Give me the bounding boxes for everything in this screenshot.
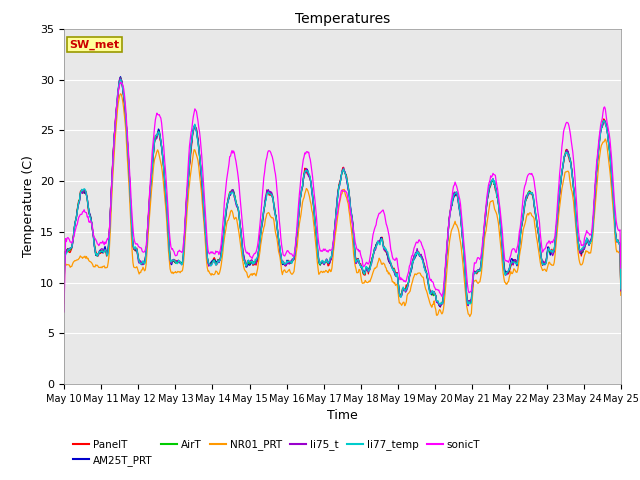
sonicT <box>411 243 419 249</box>
li75_t <box>428 288 435 294</box>
AM25T_PRT <box>214 257 222 263</box>
li75_t <box>185 172 193 178</box>
Line: AirT: AirT <box>64 78 621 306</box>
li77_temp <box>116 76 124 82</box>
AM25T_PRT <box>436 303 444 309</box>
Line: AM25T_PRT: AM25T_PRT <box>64 77 621 306</box>
AirT <box>60 293 68 299</box>
AM25T_PRT <box>617 287 625 292</box>
NR01_PRT <box>411 271 419 277</box>
PanelT <box>214 257 222 263</box>
PanelT <box>428 291 435 297</box>
li77_temp <box>70 227 78 232</box>
AM25T_PRT <box>428 291 435 297</box>
AM25T_PRT <box>185 171 193 177</box>
li75_t <box>411 252 419 258</box>
AM25T_PRT <box>116 74 124 80</box>
Line: sonicT: sonicT <box>64 82 621 312</box>
li75_t <box>128 231 136 237</box>
PanelT <box>411 253 419 259</box>
AM25T_PRT <box>60 292 68 298</box>
PanelT <box>70 226 78 232</box>
AirT <box>116 75 124 81</box>
NR01_PRT <box>617 292 625 298</box>
sonicT <box>60 309 68 315</box>
Text: SW_met: SW_met <box>70 39 120 50</box>
sonicT <box>185 155 193 161</box>
Line: li75_t: li75_t <box>64 78 621 306</box>
AirT <box>214 257 222 263</box>
Legend: PanelT, AM25T_PRT, AirT, NR01_PRT, li75_t, li77_temp, sonicT: PanelT, AM25T_PRT, AirT, NR01_PRT, li75_… <box>69 435 484 470</box>
li75_t <box>436 303 444 309</box>
sonicT <box>214 249 222 255</box>
NR01_PRT <box>70 259 78 264</box>
li75_t <box>70 227 78 233</box>
li77_temp <box>60 295 68 301</box>
Line: PanelT: PanelT <box>64 79 621 307</box>
Line: NR01_PRT: NR01_PRT <box>64 94 621 316</box>
Line: li77_temp: li77_temp <box>64 79 621 304</box>
li77_temp <box>185 172 193 178</box>
AirT <box>70 227 78 233</box>
sonicT <box>617 265 625 271</box>
li75_t <box>60 292 68 298</box>
AirT <box>411 253 419 259</box>
PanelT <box>617 288 625 294</box>
Title: Temperatures: Temperatures <box>295 12 390 26</box>
PanelT <box>436 304 444 310</box>
AirT <box>128 232 136 238</box>
NR01_PRT <box>466 313 474 319</box>
Y-axis label: Temperature (C): Temperature (C) <box>22 156 35 257</box>
li77_temp <box>411 254 419 260</box>
li77_temp <box>617 286 625 292</box>
AirT <box>617 287 625 293</box>
li75_t <box>116 75 124 81</box>
NR01_PRT <box>116 91 124 96</box>
PanelT <box>185 172 193 178</box>
li77_temp <box>436 301 444 307</box>
li75_t <box>214 257 222 263</box>
sonicT <box>128 214 136 219</box>
NR01_PRT <box>185 188 193 193</box>
PanelT <box>116 76 124 82</box>
PanelT <box>60 293 68 299</box>
AM25T_PRT <box>411 255 419 261</box>
sonicT <box>70 233 78 239</box>
sonicT <box>428 276 435 282</box>
AirT <box>185 173 193 179</box>
li75_t <box>617 288 625 294</box>
li77_temp <box>428 290 435 296</box>
sonicT <box>116 79 124 85</box>
PanelT <box>128 233 136 239</box>
X-axis label: Time: Time <box>327 409 358 422</box>
NR01_PRT <box>60 300 68 306</box>
AirT <box>428 290 435 296</box>
NR01_PRT <box>214 271 222 277</box>
li77_temp <box>128 231 136 237</box>
AM25T_PRT <box>70 227 78 233</box>
NR01_PRT <box>128 249 136 254</box>
li77_temp <box>214 258 222 264</box>
AM25T_PRT <box>128 232 136 238</box>
NR01_PRT <box>428 303 435 309</box>
AirT <box>436 303 444 309</box>
